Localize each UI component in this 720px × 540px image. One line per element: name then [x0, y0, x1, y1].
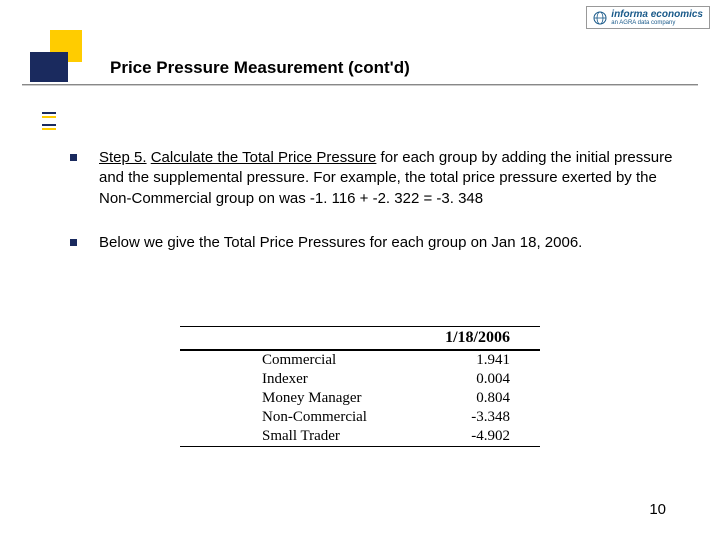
table-date-header: 1/18/2006 [180, 327, 540, 349]
title-accent-block [30, 30, 82, 82]
step-action: Calculate the Total Price Pressure [151, 149, 377, 166]
row-label: Non-Commercial [180, 409, 430, 426]
bullet-item: Below we give the Total Price Pressures … [70, 233, 680, 253]
bullet-text: Below we give the Total Price Pressures … [99, 233, 582, 253]
row-value: -4.902 [430, 428, 540, 445]
brand-logo: informa economics an AGRA data company [586, 6, 710, 29]
bullet-item: Step 5. Calculate the Total Price Pressu… [70, 148, 680, 209]
row-label: Small Trader [180, 428, 430, 445]
square-bullet-icon [70, 239, 77, 246]
table-row: Commercial 1.941 [180, 351, 540, 370]
logo-text: informa economics an AGRA data company [611, 9, 703, 26]
row-value: 1.941 [430, 352, 540, 369]
logo-subtitle: an AGRA data company [611, 20, 703, 26]
globe-icon [593, 11, 607, 25]
bullet-text: Step 5. Calculate the Total Price Pressu… [99, 148, 680, 209]
table-row: Small Trader -4.902 [180, 427, 540, 446]
page-number: 10 [649, 501, 666, 518]
accent-tick [42, 124, 56, 130]
logo-name: informa economics [611, 9, 703, 20]
page-title: Price Pressure Measurement (cont'd) [110, 58, 410, 78]
content-area: Step 5. Calculate the Total Price Pressu… [70, 148, 680, 277]
row-label: Commercial [180, 352, 430, 369]
row-value: 0.804 [430, 390, 540, 407]
table-row: Money Manager 0.804 [180, 389, 540, 408]
row-value: -3.348 [430, 409, 540, 426]
table-rule [180, 446, 540, 447]
step-label: Step 5. [99, 149, 147, 166]
accent-tick [42, 112, 56, 118]
price-pressure-table: 1/18/2006 Commercial 1.941 Indexer 0.004… [180, 326, 540, 447]
square-bullet-icon [70, 154, 77, 161]
title-underline [22, 84, 698, 86]
row-label: Money Manager [180, 390, 430, 407]
table-row: Indexer 0.004 [180, 370, 540, 389]
table-row: Non-Commercial -3.348 [180, 408, 540, 427]
row-value: 0.004 [430, 371, 540, 388]
row-label: Indexer [180, 371, 430, 388]
